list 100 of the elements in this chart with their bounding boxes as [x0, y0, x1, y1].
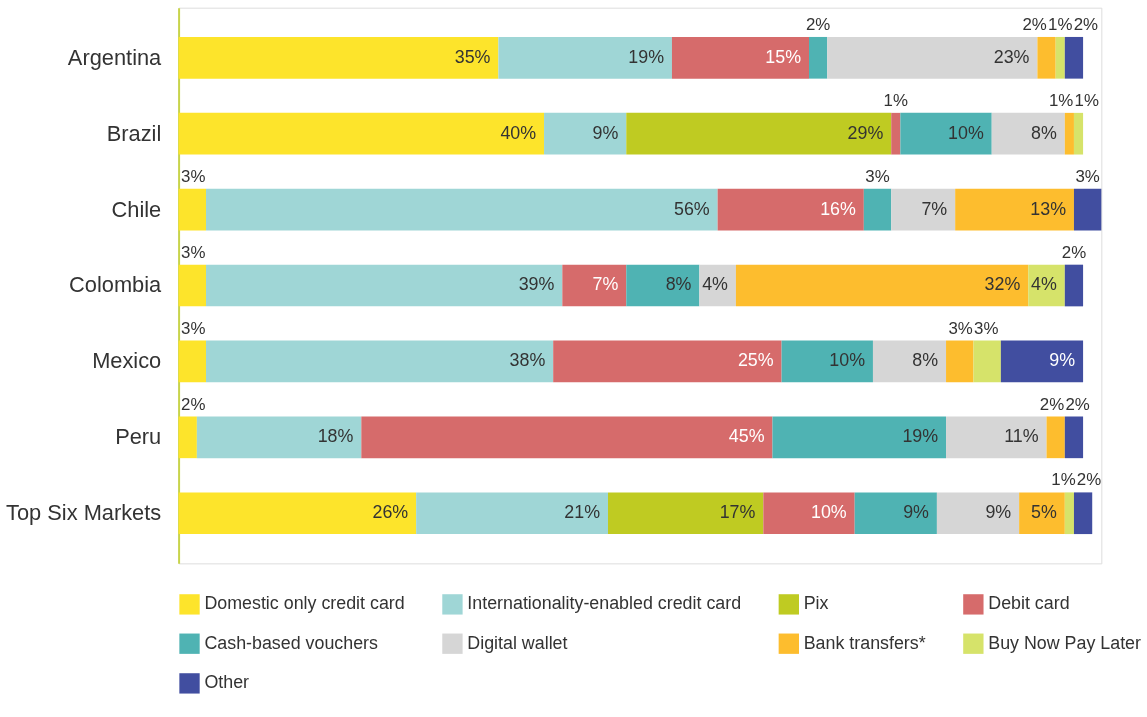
legend-label: Domestic only credit card: [204, 593, 405, 614]
bar: [498, 36, 672, 79]
data-label: 35%: [454, 46, 491, 67]
legend-label: Pix: [803, 593, 829, 614]
data-label: 2%: [1065, 394, 1090, 414]
bar: [553, 340, 782, 383]
legend-label: Buy Now Pay Later: [988, 632, 1142, 653]
bar: [178, 112, 545, 155]
bar: [717, 188, 864, 231]
bar: [872, 340, 947, 383]
bar: [955, 188, 1074, 231]
bar: [1046, 416, 1065, 459]
data-label: 8%: [1031, 122, 1057, 143]
y-tick-label: Colombia: [69, 272, 163, 298]
data-label: 9%: [1049, 350, 1076, 371]
data-label: 8%: [912, 350, 939, 371]
data-label: 32%: [984, 274, 1021, 295]
data-label: 15%: [765, 46, 802, 67]
bar: [946, 416, 1047, 459]
data-label: 3%: [948, 318, 973, 338]
bar: [544, 112, 627, 155]
bar: [891, 188, 956, 231]
data-label: 16%: [820, 198, 857, 219]
y-tick-label: Chile: [111, 196, 162, 222]
y-tick-label: Mexico: [92, 348, 162, 374]
bar: [1073, 112, 1084, 155]
legend-label: Internationality-enabled credit card: [467, 593, 742, 614]
data-label: 7%: [592, 274, 619, 295]
data-label: 39%: [518, 274, 555, 295]
bar: [178, 264, 207, 307]
data-label: 9%: [903, 502, 930, 523]
bar: [891, 112, 901, 155]
bar: [1064, 112, 1074, 155]
y-tick-label: Peru: [115, 424, 162, 450]
data-label: 1%: [1048, 90, 1074, 110]
data-label: 45%: [728, 426, 765, 447]
data-label: 21%: [564, 502, 601, 523]
data-label: 5%: [1031, 502, 1057, 523]
bar: [206, 264, 563, 307]
data-label: 2%: [1073, 15, 1099, 35]
legend-label: Digital wallet: [467, 632, 568, 653]
bar: [973, 340, 1001, 383]
legend-label: Other: [204, 672, 250, 693]
bar: [1000, 340, 1084, 383]
bar: [178, 340, 207, 383]
bar: [1019, 492, 1065, 535]
data-label: 9%: [985, 502, 1012, 523]
bar: [206, 340, 554, 383]
bar: [763, 492, 855, 535]
bar: [416, 492, 608, 535]
data-label: 3%: [974, 318, 999, 338]
bar: [1055, 36, 1065, 79]
bar: [361, 416, 773, 459]
bar: [1073, 492, 1093, 535]
bar: [1064, 36, 1084, 79]
data-label: 25%: [737, 350, 774, 371]
data-label: 3%: [181, 242, 206, 262]
bar: [946, 340, 974, 383]
data-label: 10%: [811, 502, 847, 523]
data-label: 8%: [665, 274, 692, 295]
bar: [900, 112, 992, 155]
data-label: 3%: [1075, 166, 1100, 186]
data-label: 9%: [592, 122, 619, 143]
bar: [562, 264, 627, 307]
data-label: 7%: [921, 198, 948, 219]
bar: [206, 188, 718, 231]
data-label: 2%: [1061, 242, 1087, 262]
data-label: 19%: [628, 46, 665, 67]
legend-label: Cash-based vouchers: [204, 632, 379, 653]
data-label: 1%: [1051, 470, 1076, 490]
data-label: 10%: [829, 350, 866, 371]
bar: [854, 492, 937, 535]
data-label: 1%: [1048, 15, 1073, 35]
data-label: 2%: [805, 15, 831, 35]
data-label: 17%: [719, 502, 756, 523]
y-tick-label: Argentina: [67, 44, 163, 70]
legend-label: Debit card: [988, 593, 1070, 614]
bar: [178, 416, 197, 459]
data-label: 13%: [1030, 198, 1067, 219]
bar: [671, 36, 809, 79]
bar: [608, 492, 764, 535]
data-label: 38%: [509, 350, 546, 371]
data-label: 29%: [847, 122, 884, 143]
bar: [196, 416, 362, 459]
bar: [827, 36, 1038, 79]
data-label: 3%: [181, 318, 206, 338]
bar: [1064, 416, 1084, 459]
data-label: 2%: [181, 394, 206, 414]
data-label: 19%: [902, 426, 939, 447]
bar: [626, 264, 700, 307]
data-label: 23%: [993, 46, 1030, 67]
data-label: 3%: [181, 166, 206, 186]
bar: [178, 188, 207, 231]
bar: [626, 112, 892, 155]
data-label: 11%: [1004, 426, 1039, 447]
data-label: 4%: [1031, 274, 1057, 295]
data-label: 2%: [1022, 15, 1047, 35]
bar: [735, 264, 1029, 307]
y-tick-label: Brazil: [106, 120, 162, 146]
bar: [178, 492, 417, 535]
